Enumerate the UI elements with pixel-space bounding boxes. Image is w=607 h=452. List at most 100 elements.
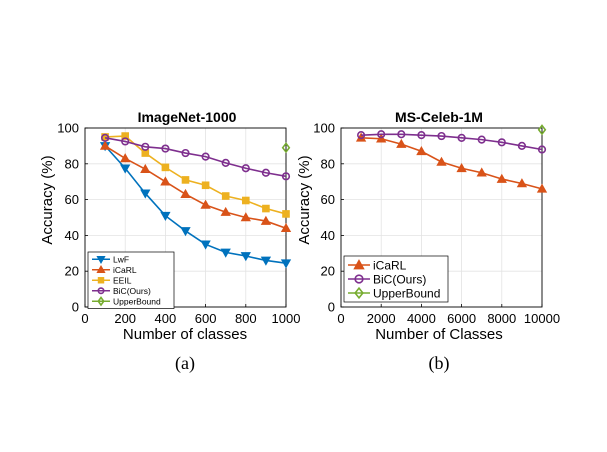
series-line-eeil — [105, 135, 287, 215]
legend-marker — [97, 277, 105, 284]
data-point-eeil — [121, 132, 130, 140]
data-point-icarl — [536, 183, 548, 193]
x-tick-label: 6000 — [447, 311, 476, 326]
x-tick-label: 8000 — [487, 311, 516, 326]
chart-title: ImageNet-1000 — [138, 109, 237, 125]
data-point-icarl — [436, 156, 447, 166]
legend-label: iCaRL — [113, 265, 137, 275]
series-line-icarl — [361, 137, 543, 190]
y-tick-label: 80 — [65, 156, 79, 171]
series-line-bic-ours — [104, 137, 287, 178]
data-point-icarl — [180, 188, 191, 199]
data-point-icarl — [220, 206, 231, 216]
data-point-icarl — [496, 173, 507, 183]
caption-b: (b) — [429, 353, 450, 374]
plot-area — [340, 127, 543, 308]
data-point-eeil — [262, 204, 270, 213]
legend-marker — [97, 287, 105, 295]
y-tick-label: 0 — [328, 300, 335, 315]
y-tick-label: 100 — [57, 121, 79, 136]
data-point-bic-ours — [281, 172, 291, 181]
legend-label: EEIL — [113, 275, 132, 285]
chart-ms-celeb-1m: MS-Celeb-1M Number of Classes Accuracy (… — [296, 109, 560, 374]
y-tick-label: 40 — [321, 228, 335, 243]
data-point-bic-ours — [457, 133, 466, 142]
legend-marker — [353, 259, 365, 270]
data-point-bic-ours — [537, 145, 547, 154]
x-tick-label: 10000 — [524, 311, 560, 326]
data-point-icarl — [456, 162, 467, 173]
data-point-icarl — [416, 145, 427, 156]
x-axis-label: Number of classes — [123, 326, 247, 343]
data-point-eeil — [242, 196, 250, 205]
data-point-lwf — [240, 252, 251, 262]
legend-label: iCaRL — [373, 258, 407, 272]
chart-imagenet-1000: ImageNet-1000 Number of classes Accuracy… — [39, 109, 300, 374]
data-point-bic-ours — [517, 141, 527, 150]
series-line-bic-ours — [361, 133, 543, 151]
data-point-icarl — [140, 163, 151, 173]
data-point-bic-ours — [497, 138, 506, 147]
data-point-lwf — [220, 248, 231, 258]
x-tick-label: 2000 — [367, 311, 396, 326]
legend-marker — [354, 274, 364, 284]
x-tick-label: 600 — [195, 311, 217, 326]
x-tick-label: 200 — [114, 311, 136, 326]
data-point-icarl — [160, 176, 171, 186]
legend-label: UpperBound — [113, 296, 161, 306]
x-tick-label: 800 — [235, 311, 257, 326]
y-tick-label: 100 — [313, 121, 335, 136]
data-point-icarl — [260, 215, 272, 225]
data-point-icarl — [280, 222, 292, 233]
data-point-bic-ours — [181, 148, 190, 158]
data-point-eeil — [221, 192, 230, 200]
series-bic-ours — [100, 133, 291, 181]
legend-marker — [96, 265, 106, 273]
series-upperbound — [281, 142, 291, 154]
y-axis-label: Accuracy (%) — [296, 155, 313, 244]
data-point-icarl — [240, 212, 251, 222]
data-point-icarl — [120, 153, 131, 163]
data-point-bic-ours — [437, 131, 446, 141]
x-tick-label: 1000 — [272, 311, 301, 326]
y-tick-label: 60 — [321, 192, 335, 207]
data-point-bic-ours — [100, 133, 110, 142]
legend-label: LwF — [113, 254, 129, 264]
data-point-lwf — [140, 189, 151, 199]
series-line-icarl — [104, 145, 287, 229]
x-tick-label: 4000 — [407, 311, 436, 326]
x-axis-label: Number of Classes — [375, 326, 503, 343]
data-point-bic-ours — [477, 135, 486, 144]
data-point-lwf — [180, 227, 191, 237]
caption-a: (a) — [175, 353, 195, 374]
series-bic-ours — [357, 130, 547, 154]
data-point-bic-ours — [241, 164, 250, 173]
data-point-lwf — [200, 240, 211, 250]
legend-label: BiC(Ours) — [113, 286, 151, 296]
data-point-bic-ours — [417, 131, 426, 140]
data-point-upperbound — [537, 124, 547, 136]
data-point-icarl — [516, 178, 528, 188]
x-tick-label: 0 — [337, 311, 344, 326]
y-tick-label: 60 — [65, 192, 79, 207]
x-tick-label: 0 — [81, 311, 88, 326]
y-tick-label: 0 — [72, 300, 79, 315]
data-point-icarl — [99, 140, 111, 150]
data-point-lwf — [160, 211, 171, 222]
data-point-bic-ours — [261, 168, 271, 177]
series-icarl — [99, 140, 292, 233]
legend-label: BiC(Ours) — [373, 272, 426, 286]
series-icarl — [355, 132, 548, 193]
data-point-lwf — [120, 164, 131, 174]
series-upperbound — [537, 124, 547, 136]
data-point-icarl — [200, 199, 211, 209]
chart-title: MS-Celeb-1M — [395, 109, 483, 125]
series-line-lwf — [104, 145, 287, 264]
data-point-lwf — [280, 259, 292, 269]
data-point-icarl — [396, 138, 407, 148]
y-tick-label: 80 — [321, 156, 335, 171]
x-tick-label: 400 — [155, 311, 177, 326]
data-point-icarl — [476, 167, 487, 177]
